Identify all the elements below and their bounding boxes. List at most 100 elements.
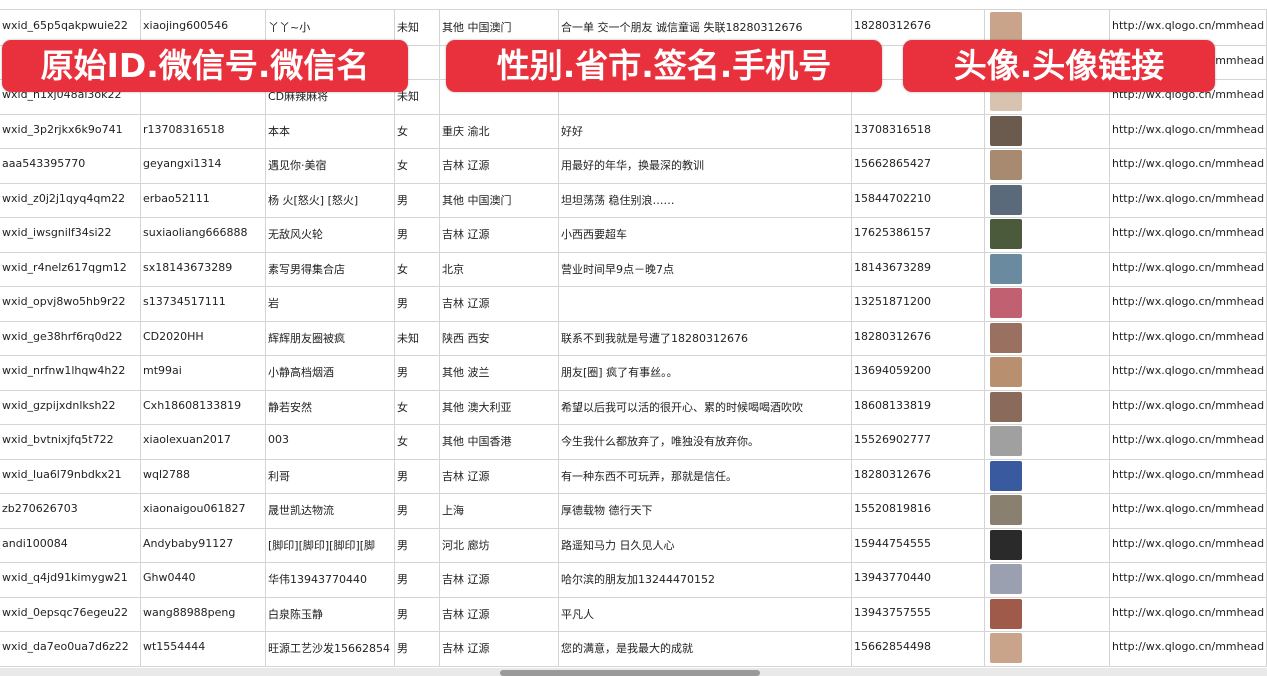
cell: 有一种东西不可玩弄，那就是信任。 [559,458,852,494]
cell: 北京 [440,251,559,287]
cell [985,286,1110,322]
cell: http://wx.qlogo.cn/mmhead [1110,217,1267,253]
cell: 13251871200 [852,286,985,322]
cell [985,251,1110,287]
cell: 您的满意，是我最大的成就 [559,631,852,667]
cell: 13708316518 [852,113,985,149]
avatar [990,426,1022,456]
cell: http://wx.qlogo.cn/mmhead [1110,458,1267,494]
cell [559,79,852,115]
cell: 小西西要超车 [559,217,852,253]
cell: 吉林 辽源 [440,217,559,253]
cell: 无敌风火轮 [266,217,395,253]
cell: 15662865427 [852,148,985,184]
cell: 上海 [440,493,559,529]
avatar [990,633,1022,663]
cell: http://wx.qlogo.cn/mmhead [1110,493,1267,529]
cell: 18143673289 [852,251,985,287]
cell: wxid_da7eo0ua7d6z22 [0,631,141,667]
cell: 女 [395,251,440,287]
cell: s13734517111 [141,286,266,322]
cell: sx18143673289 [141,251,266,287]
cell: Andybaby91127 [141,527,266,563]
cell [985,79,1110,115]
cell: wxid_gzpijxdnlksh22 [0,389,141,425]
cell: 18608133819 [852,389,985,425]
cell [395,44,440,80]
cell [985,493,1110,529]
scrollbar[interactable] [500,670,760,676]
cell [985,148,1110,184]
avatar [990,115,1022,146]
cell: 18280312676 [852,320,985,356]
cell: 白泉陈玉静 [266,596,395,632]
cell: 希望以后我可以活的很开心、累的时候喝喝酒吹吹 [559,389,852,425]
cell: 重庆 渝北 [440,113,559,149]
cell: wxid_bvtnixjfq5t722 [0,424,141,460]
cell: 旺源工艺沙发15662854 [266,631,395,667]
avatar [990,357,1022,387]
cell [852,79,985,115]
cell: 女 [395,113,440,149]
cell: http://wx.qlogo.cn/mmhead [1110,355,1267,391]
cell: zb270626703 [0,493,141,529]
cell [985,217,1110,253]
cell [440,79,559,115]
cell [985,596,1110,632]
avatar [990,150,1022,180]
banner: 原始ID.微信号.微信名 [2,40,408,92]
cell [985,389,1110,425]
cell: http://wx.qlogo.cn/mmhead [1110,596,1267,632]
cell: 18280312676 [852,458,985,494]
cell: http://wx.qlogo.cn/mmhead [1110,320,1267,356]
cell: 男 [395,562,440,598]
avatar [990,391,1022,422]
cell: 本本 [266,113,395,149]
avatar [990,529,1022,560]
cell [985,320,1110,356]
cell: 营业时间早9点－晚7点 [559,251,852,287]
cell: 晟世凯达物流 [266,493,395,529]
cell: wxid_opvj8wo5hb9r22 [0,286,141,322]
cell [985,113,1110,149]
cell: Ghw0440 [141,562,266,598]
cell: wt1554444 [141,631,266,667]
cell: xiaolexuan2017 [141,424,266,460]
cell: http://wx.qlogo.cn/mmhead [1110,424,1267,460]
cell: 15526902777 [852,424,985,460]
cell: http://wx.qlogo.cn/mmhead [1110,286,1267,322]
cell: wxid_iwsgnilf34si22 [0,217,141,253]
cell: 男 [395,355,440,391]
avatar [990,460,1022,491]
cell: 联系不到我就是号遭了18280312676 [559,320,852,356]
cell: 男 [395,631,440,667]
cell [985,355,1110,391]
cell: wxid_0epsqc76egeu22 [0,596,141,632]
cell: 华伟13943770440 [266,562,395,598]
cell: 女 [395,389,440,425]
banner: 头像.头像链接 [903,40,1215,92]
cell: http://wx.qlogo.cn/mmhead [1110,148,1267,184]
cell: 女 [395,424,440,460]
cell: wxid_q4jd91kimygw21 [0,562,141,598]
cell: 15520819816 [852,493,985,529]
cell: 吉林 辽源 [440,286,559,322]
cell: 坦坦荡荡 稳住别浪…… [559,182,852,218]
cell: wxid_3p2rjkx6k9o741 [0,113,141,149]
cell: 哈尔滨的朋友加13244470152 [559,562,852,598]
cell: 厚德载物 德行天下 [559,493,852,529]
cell: wxid_nrfnw1lhqw4h22 [0,355,141,391]
cell: 河北 廊坊 [440,527,559,563]
avatar [990,322,1022,353]
cell: 吉林 辽源 [440,148,559,184]
cell: 13943770440 [852,562,985,598]
cell [141,79,266,115]
cell: 13943757555 [852,596,985,632]
cell: wxid_r4nelz617qgm12 [0,251,141,287]
cell: Cxh18608133819 [141,389,266,425]
cell [985,182,1110,218]
cell: wxid_ge38hrf6rq0d22 [0,320,141,356]
cell: geyangxi1314 [141,148,266,184]
